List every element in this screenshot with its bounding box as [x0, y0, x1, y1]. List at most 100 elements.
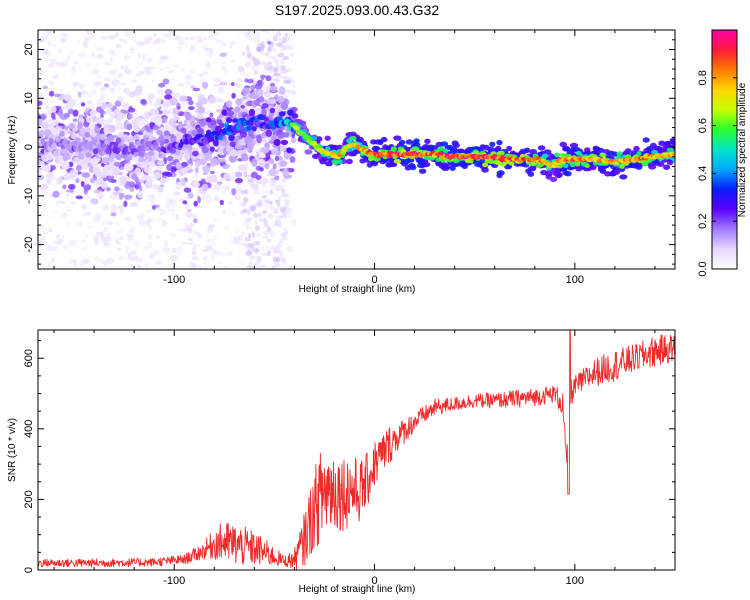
spectrogram-noise-blob: [152, 249, 160, 255]
spectrogram-noise-blob: [191, 266, 196, 269]
spectrogram-noise-blob: [129, 203, 135, 208]
spectrogram-noise-blob: [260, 245, 265, 252]
spectrogram-blob: [264, 162, 270, 170]
spectrogram-ridge-mark: [240, 130, 247, 138]
spectrogram-noise-blob: [96, 46, 105, 53]
spectrogram-noise-blob: [91, 51, 95, 58]
spectrogram-noise-blob: [267, 46, 272, 53]
spectrogram-noise-blob: [197, 265, 202, 269]
spectrogram-noise-blob: [273, 208, 279, 215]
spectrogram-noise-blob: [61, 212, 68, 218]
spectrogram-ridge-mark: [437, 146, 444, 152]
spectrogram-noise-blob: [269, 189, 273, 195]
spectrogram-noise-blob: [292, 85, 296, 88]
spectrogram-noise-blob: [46, 41, 52, 44]
spectrogram-noise-blob: [271, 265, 276, 269]
spectrogram-blob: [84, 108, 91, 115]
spectrogram-noise-blob: [119, 236, 124, 241]
spectrogram-ridge-mark: [50, 119, 59, 127]
spectrogram-blob: [193, 218, 198, 224]
spectrogram-noise-blob: [246, 58, 253, 64]
spectrogram-ridge-mark: [100, 181, 108, 190]
spectrogram-ridge-mark: [279, 145, 287, 152]
spectrogram-noise-blob: [240, 66, 246, 72]
spectrogram-blob: [250, 171, 258, 179]
spectrogram-ridge-mark: [81, 163, 89, 170]
spectrogram-blob: [78, 114, 84, 118]
spectrogram-blob: [81, 172, 91, 178]
spectrogram-noise-blob: [252, 190, 260, 195]
spectrogram-ridge-mark: [399, 139, 406, 146]
spectrogram-noise-blob: [287, 66, 292, 73]
spectrogram-ridge-mark: [496, 170, 505, 176]
spectrogram-noise-blob: [271, 181, 277, 187]
spectrogram-noise-blob: [287, 207, 292, 213]
spectrogram-noise-blob: [215, 96, 221, 102]
spectrogram-blob: [188, 100, 194, 106]
spectrogram-noise-blob: [62, 33, 69, 40]
spectrogram-ridge-mark: [89, 109, 98, 118]
spectrogram-blob: [221, 154, 226, 159]
spectrogram-blob: [289, 156, 296, 163]
spectrogram-noise-blob: [54, 210, 59, 214]
spectrogram-noise-blob: [266, 238, 272, 243]
spectrogram-blob: [158, 82, 166, 88]
spectrogram-noise-blob: [52, 246, 58, 252]
spectrogram-noise-blob: [206, 51, 213, 58]
spectrogram-blob: [140, 98, 147, 105]
spectrogram-ridge-mark: [41, 154, 47, 161]
spectrogram-noise-blob: [94, 80, 102, 87]
spectrogram-noise-blob: [65, 209, 74, 213]
spectrogram-ridge-mark: [304, 149, 313, 155]
spectrogram-ridge-mark: [126, 123, 133, 131]
spectrogram-noise-blob: [73, 60, 79, 65]
spectrogram-noise-blob: [225, 185, 230, 191]
spectrogram-noise-blob: [263, 230, 269, 236]
spectrogram-ridge-mark: [107, 102, 114, 109]
spectrogram-ridge-mark: [584, 163, 590, 169]
spectrogram-noise-blob: [206, 201, 211, 205]
spectrogram-noise-blob: [171, 247, 177, 254]
spectrogram-ridge-mark: [162, 109, 171, 116]
spectrogram-blob: [254, 83, 263, 90]
spectrogram-ridge-mark: [47, 154, 53, 161]
spectrogram-noise-blob: [39, 225, 45, 229]
spectrogram-noise-blob: [102, 205, 110, 211]
spectrogram-noise-blob: [256, 232, 261, 238]
spectrogram-noise-blob: [266, 226, 272, 233]
spectrogram-ridge-mark: [524, 147, 531, 153]
spectrogram-ridge-mark: [175, 181, 182, 190]
spectrogram-noise-blob: [117, 247, 122, 252]
spectrogram-noise-blob: [118, 82, 127, 86]
spectrogram-blob: [267, 41, 272, 45]
spectrogram-ridge-mark: [315, 136, 323, 142]
spectrogram-noise-blob: [70, 72, 75, 76]
spectrogram-ridge-mark: [411, 146, 420, 151]
spectrogram-xtick-label: 100: [566, 274, 584, 286]
spectrogram-noise-blob: [239, 80, 246, 83]
spectrogram-blob: [274, 94, 279, 100]
spectrogram-blob: [53, 93, 61, 98]
spectrogram-noise-blob: [264, 30, 269, 34]
spectrogram-noise-blob: [229, 44, 233, 49]
spectrogram-noise-blob: [51, 98, 55, 104]
spectrogram-blob: [290, 137, 297, 144]
spectrogram-noise-blob: [241, 209, 248, 213]
snr-axes: -100 0 100 0 200 400 600: [23, 330, 675, 587]
spectrogram-noise-blob: [181, 40, 188, 47]
spectrogram-noise-blob: [201, 197, 206, 202]
spectrogram-noise-blob: [104, 77, 112, 82]
spectrogram-ridge-mark: [574, 162, 581, 167]
spectrogram-ridge-mark: [61, 148, 68, 155]
spectrogram-noise-blob: [275, 76, 281, 81]
spectrogram-blob: [259, 167, 265, 172]
spectrogram-ridge-mark: [144, 146, 151, 152]
spectrogram-noise-blob: [276, 256, 280, 263]
spectrogram-noise-blob: [287, 46, 296, 50]
spectrogram-noise-blob: [275, 184, 282, 191]
spectrogram-ridge-mark: [261, 108, 267, 116]
spectrogram-blob: [124, 196, 131, 201]
spectrogram-ridge-mark: [186, 144, 193, 151]
spectrogram-blob: [162, 78, 170, 85]
